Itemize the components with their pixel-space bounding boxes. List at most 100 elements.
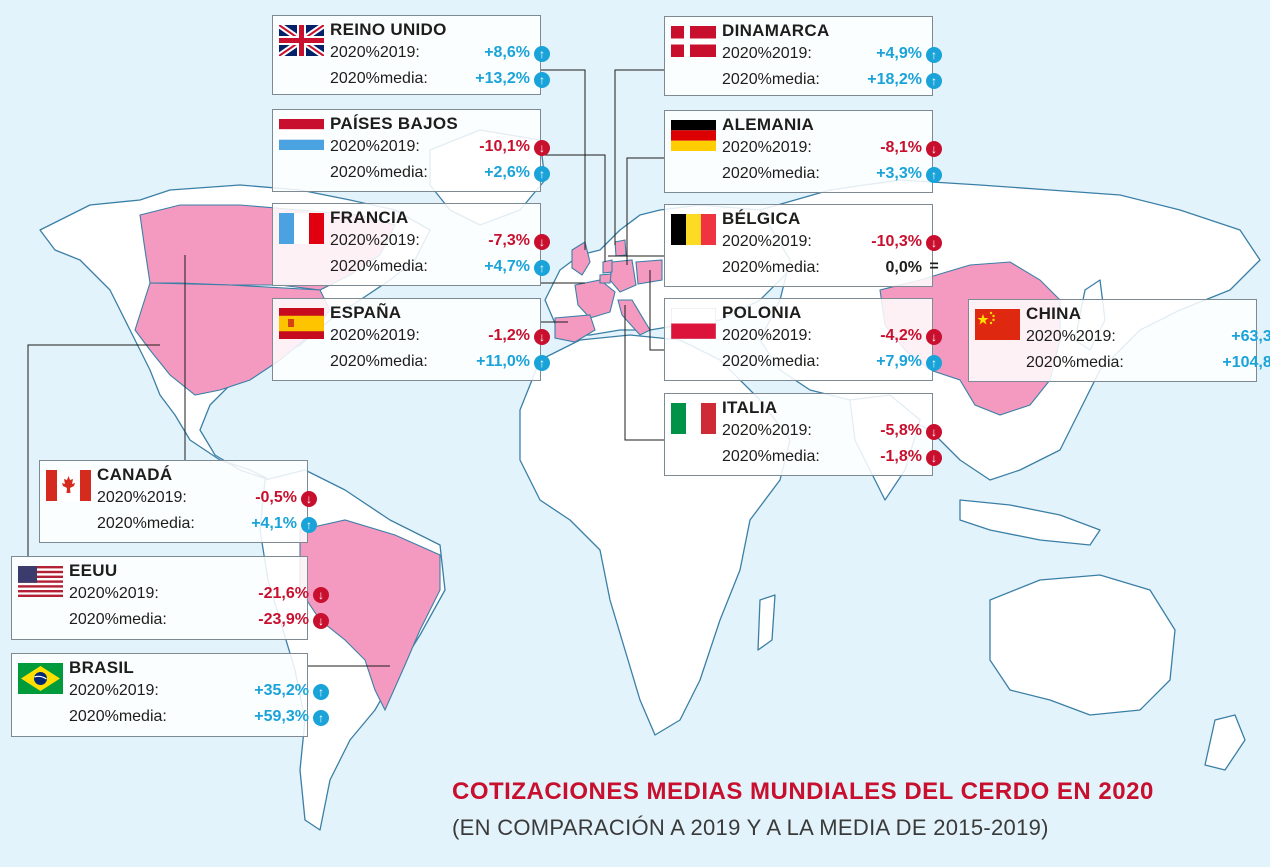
leader-reino-unido <box>540 69 586 250</box>
arrow-up-icon: ↑ <box>926 73 942 89</box>
country-name: DINAMARCA <box>722 21 830 40</box>
leader-paises-bajos <box>540 154 606 262</box>
change-value: +104,8% <box>1222 354 1270 371</box>
arrow-down-icon: ↓ <box>926 235 942 251</box>
row-label: 2020%media: <box>330 258 428 275</box>
row-label: 2020%media: <box>330 353 428 370</box>
arrow-up-icon: ↑ <box>534 260 550 276</box>
leader-dinamarca <box>614 69 664 245</box>
poland-flag-icon <box>671 308 716 339</box>
row-vs-media: 2020%media: -23,9% ↓ <box>69 611 333 635</box>
leader-polonia <box>649 270 664 351</box>
country-name: FRANCIA <box>330 208 409 227</box>
country-name: REINO UNIDO <box>330 20 447 39</box>
arrow-up-icon: ↑ <box>926 167 942 183</box>
change-value: -0,5% <box>255 489 297 506</box>
row-vs-media: 2020%media: +59,3% ↑ <box>69 708 333 732</box>
row-label: 2020%media: <box>97 515 195 532</box>
row-vs-media: 2020%media: +2,6% ↑ <box>330 164 554 188</box>
change-value: -5,8% <box>880 422 922 439</box>
change-value: -23,9% <box>258 611 309 628</box>
row-vs-media: 2020%media: +4,7% ↑ <box>330 258 554 282</box>
new-zealand-landmass <box>1204 714 1246 771</box>
belgium-highlight <box>599 273 612 284</box>
row-vs-2019: 2020%2019: +35,2% ↑ <box>69 682 333 706</box>
change-value: +7,9% <box>876 353 922 370</box>
map-subtitle: (EN COMPARACIÓN A 2019 Y A LA MEDIA DE 2… <box>452 815 1049 840</box>
row-vs-2019: 2020%2019: -8,1% ↓ <box>722 139 946 163</box>
canada-flag-icon <box>46 470 91 501</box>
arrow-up-icon: ↑ <box>534 355 550 371</box>
row-label: 2020%media: <box>722 259 820 276</box>
change-value: +18,2% <box>867 71 922 88</box>
equals-icon: = <box>929 258 939 275</box>
netherlands-highlight <box>602 259 613 274</box>
arrow-down-icon: ↓ <box>926 424 942 440</box>
country-name: CANADÁ <box>97 465 173 484</box>
change-value: +11,0% <box>476 353 530 370</box>
row-vs-2019: 2020%2019: -10,1% ↓ <box>330 138 554 162</box>
change-value: -8,1% <box>880 139 922 156</box>
row-label: 2020%media: <box>722 165 820 182</box>
row-vs-2019: 2020%2019: -21,6% ↓ <box>69 585 333 609</box>
row-vs-2019: 2020%2019: +8,6% ↑ <box>330 44 554 68</box>
country-name: ALEMANIA <box>722 115 815 134</box>
netherlands-flag-icon <box>279 119 324 150</box>
row-label: 2020%2019: <box>722 327 812 344</box>
row-vs-2019: 2020%2019: -7,3% ↓ <box>330 232 554 256</box>
row-vs-2019: 2020%2019:+63,3%↑ <box>1026 328 1270 352</box>
row-vs-media: 2020%media: +11,0% ↑ <box>330 353 554 377</box>
change-value: +4,9% <box>876 45 922 62</box>
country-name: ITALIA <box>722 398 778 417</box>
arrow-down-icon: ↓ <box>301 491 317 507</box>
row-label: 2020%2019: <box>722 45 812 62</box>
arrow-down-icon: ↓ <box>534 234 550 250</box>
china-flag-icon <box>975 309 1020 340</box>
row-label: 2020%2019: <box>69 585 159 602</box>
france-flag-icon <box>279 213 324 244</box>
map-title: COTIZACIONES MEDIAS MUNDIALES DEL CERDO … <box>452 778 1154 805</box>
leader-eeuu <box>27 344 160 558</box>
change-value: -4,2% <box>880 327 922 344</box>
germany-flag-icon <box>671 120 716 151</box>
uk-flag-icon <box>279 25 324 56</box>
uk-highlight <box>571 241 591 276</box>
row-vs-media: 2020%media: -1,8% ↓ <box>722 448 946 472</box>
card-brasil: BRASIL 2020%2019: +35,2% ↑ 2020%media: +59,3%… <box>11 653 329 737</box>
row-label: 2020%2019: <box>97 489 187 506</box>
arrow-down-icon: ↓ <box>534 329 550 345</box>
usa-flag-icon <box>18 566 63 597</box>
row-label: 2020%media: <box>722 353 820 370</box>
arrow-up-icon: ↑ <box>926 47 942 63</box>
row-label: 2020%2019: <box>722 139 812 156</box>
row-vs-media: 2020%media: +13,2% ↑ <box>330 70 554 94</box>
card-espana: ESPAÑA 2020%2019: -1,2% ↓ 2020%media: +11,0% ↑ <box>272 298 550 381</box>
card-italia: ITALIA 2020%2019: -5,8% ↓ 2020%media: -1,8% ↓ <box>664 393 942 476</box>
country-name: BÉLGICA <box>722 209 801 228</box>
country-name: BRASIL <box>69 658 135 677</box>
leader-italia <box>624 305 664 441</box>
row-label: 2020%media: <box>69 708 167 725</box>
card-belgica: BÉLGICA 2020%2019: -10,3% ↓ 2020%media: 0,0% = <box>664 204 942 287</box>
card-polonia: POLONIA 2020%2019: -4,2% ↓ 2020%media: +7,9% ↑ <box>664 298 942 381</box>
brazil-flag-icon <box>18 663 63 694</box>
change-value: -10,1% <box>479 138 530 155</box>
row-label: 2020%2019: <box>330 232 420 249</box>
card-alemania: ALEMANIA 2020%2019: -8,1% ↓ 2020%media: +3,3%… <box>664 110 942 193</box>
change-value: +63,3% <box>1231 328 1270 345</box>
country-name: PAÍSES BAJOS <box>330 114 458 133</box>
row-vs-media: 2020%media: +4,1% ↑ <box>97 515 321 539</box>
card-china: CHINA2020%2019:+63,3%↑2020%media:+104,8%… <box>968 299 1270 382</box>
arrow-down-icon: ↓ <box>926 141 942 157</box>
change-value: +13,2% <box>475 70 530 87</box>
indonesia-landmass <box>959 499 1101 546</box>
change-value: +59,3% <box>254 708 309 725</box>
change-value: +3,3% <box>876 165 922 182</box>
row-label: 2020%media: <box>69 611 167 628</box>
row-label: 2020%2019: <box>1026 328 1116 345</box>
row-vs-media: 2020%media: +7,9% ↑ <box>722 353 946 377</box>
change-value: -1,2% <box>488 327 530 344</box>
arrow-up-icon: ↑ <box>313 684 329 700</box>
italy-flag-icon <box>671 403 716 434</box>
row-label: 2020%media: <box>1026 354 1124 371</box>
